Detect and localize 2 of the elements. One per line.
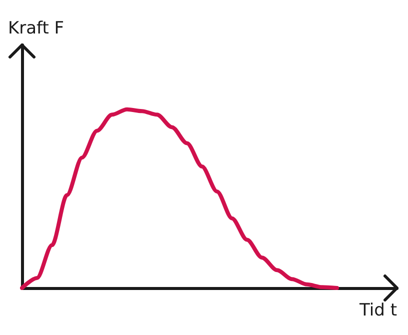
x-axis-title: Tid t xyxy=(358,300,398,320)
y-axis-title: Kraft F xyxy=(8,18,64,38)
